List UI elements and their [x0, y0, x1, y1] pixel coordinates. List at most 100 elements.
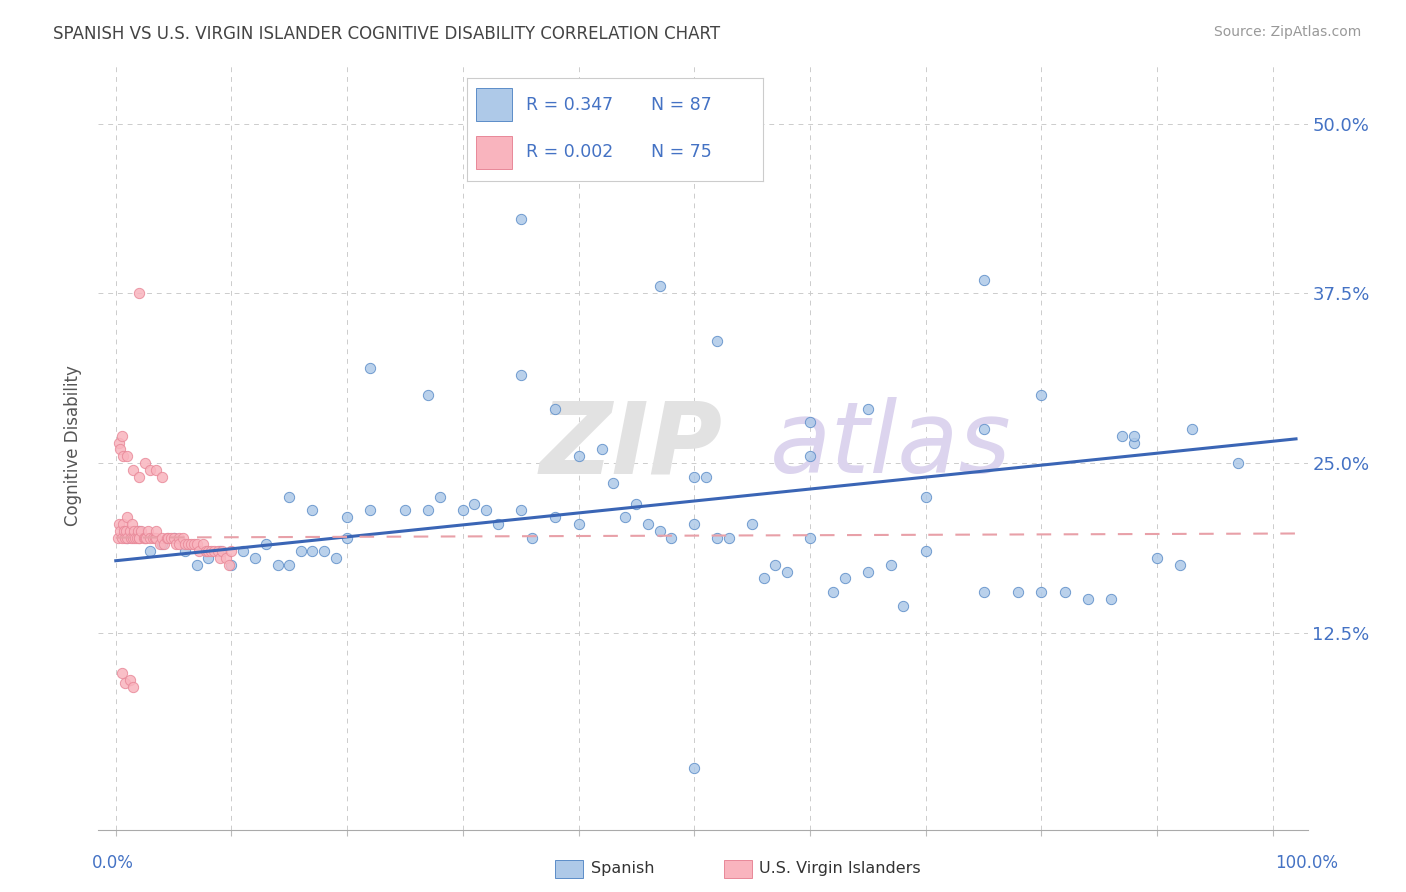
Point	[165, 537, 187, 551]
Point	[156, 531, 179, 545]
Point	[112, 524, 135, 538]
Point	[429, 490, 451, 504]
Point	[221, 544, 243, 558]
Point	[172, 531, 194, 545]
Point	[1168, 558, 1191, 572]
Point	[114, 676, 136, 690]
Point	[659, 531, 682, 545]
Point	[128, 531, 150, 545]
Point	[232, 544, 254, 558]
Point	[763, 558, 786, 572]
Point	[110, 442, 132, 457]
Y-axis label: Cognitive Disability: Cognitive Disability	[65, 366, 83, 526]
Point	[117, 531, 139, 545]
Point	[139, 463, 162, 477]
Point	[394, 503, 416, 517]
Point	[626, 497, 648, 511]
Point	[1077, 591, 1099, 606]
Point	[301, 544, 323, 558]
Point	[799, 531, 821, 545]
Point	[162, 531, 184, 545]
Point	[254, 537, 277, 551]
Point	[128, 469, 150, 483]
Point	[150, 531, 173, 545]
Point	[120, 531, 142, 545]
Point	[856, 565, 879, 579]
Text: 100.0%: 100.0%	[1275, 855, 1339, 872]
Point	[613, 510, 636, 524]
Point	[856, 401, 879, 416]
Point	[475, 503, 498, 517]
Point	[418, 503, 440, 517]
Point	[1007, 585, 1029, 599]
Point	[648, 524, 671, 538]
Point	[207, 544, 229, 558]
Point	[124, 531, 146, 545]
Point	[799, 415, 821, 429]
Text: Spanish: Spanish	[591, 862, 654, 876]
Point	[169, 531, 191, 545]
Point	[218, 558, 240, 572]
Point	[325, 551, 347, 566]
Point	[683, 469, 706, 483]
Point	[156, 531, 179, 545]
Point	[186, 537, 208, 551]
Point	[111, 449, 134, 463]
Point	[1111, 429, 1133, 443]
Point	[683, 517, 706, 532]
Point	[110, 531, 132, 545]
Point	[108, 435, 131, 450]
Point	[215, 551, 238, 566]
Text: atlas: atlas	[769, 398, 1011, 494]
Point	[1123, 429, 1146, 443]
Point	[706, 531, 728, 545]
Point	[117, 510, 139, 524]
Point	[128, 524, 150, 538]
Point	[122, 680, 145, 694]
Point	[122, 463, 145, 477]
Point	[1031, 388, 1053, 402]
Point	[200, 544, 222, 558]
Point	[208, 551, 231, 566]
Point	[509, 503, 531, 517]
Point	[115, 524, 138, 538]
Point	[1123, 435, 1146, 450]
Point	[568, 449, 591, 463]
Point	[301, 503, 323, 517]
Point	[150, 469, 173, 483]
Text: SPANISH VS U.S. VIRGIN ISLANDER COGNITIVE DISABILITY CORRELATION CHART: SPANISH VS U.S. VIRGIN ISLANDER COGNITIV…	[53, 25, 720, 43]
Point	[186, 558, 208, 572]
Point	[160, 531, 183, 545]
Point	[111, 517, 134, 532]
Point	[197, 544, 219, 558]
Point	[602, 476, 624, 491]
Point	[180, 537, 202, 551]
Point	[142, 531, 165, 545]
Text: 0.0%: 0.0%	[91, 855, 134, 872]
Point	[125, 531, 148, 545]
Point	[128, 286, 150, 301]
Point	[359, 503, 381, 517]
Point	[914, 490, 936, 504]
Point	[1227, 456, 1250, 470]
Text: Source: ZipAtlas.com: Source: ZipAtlas.com	[1213, 25, 1361, 39]
Point	[914, 544, 936, 558]
Point	[183, 537, 205, 551]
Point	[211, 544, 233, 558]
Point	[752, 571, 775, 585]
Point	[132, 531, 155, 545]
Point	[637, 517, 659, 532]
Point	[139, 544, 162, 558]
Point	[202, 544, 225, 558]
Point	[117, 531, 139, 545]
Point	[1031, 585, 1053, 599]
Point	[197, 551, 219, 566]
Point	[188, 544, 211, 558]
Point	[149, 537, 172, 551]
Point	[823, 585, 845, 599]
Point	[243, 551, 266, 566]
Point	[117, 449, 139, 463]
Point	[648, 279, 671, 293]
Point	[544, 510, 567, 524]
Point	[486, 517, 509, 532]
